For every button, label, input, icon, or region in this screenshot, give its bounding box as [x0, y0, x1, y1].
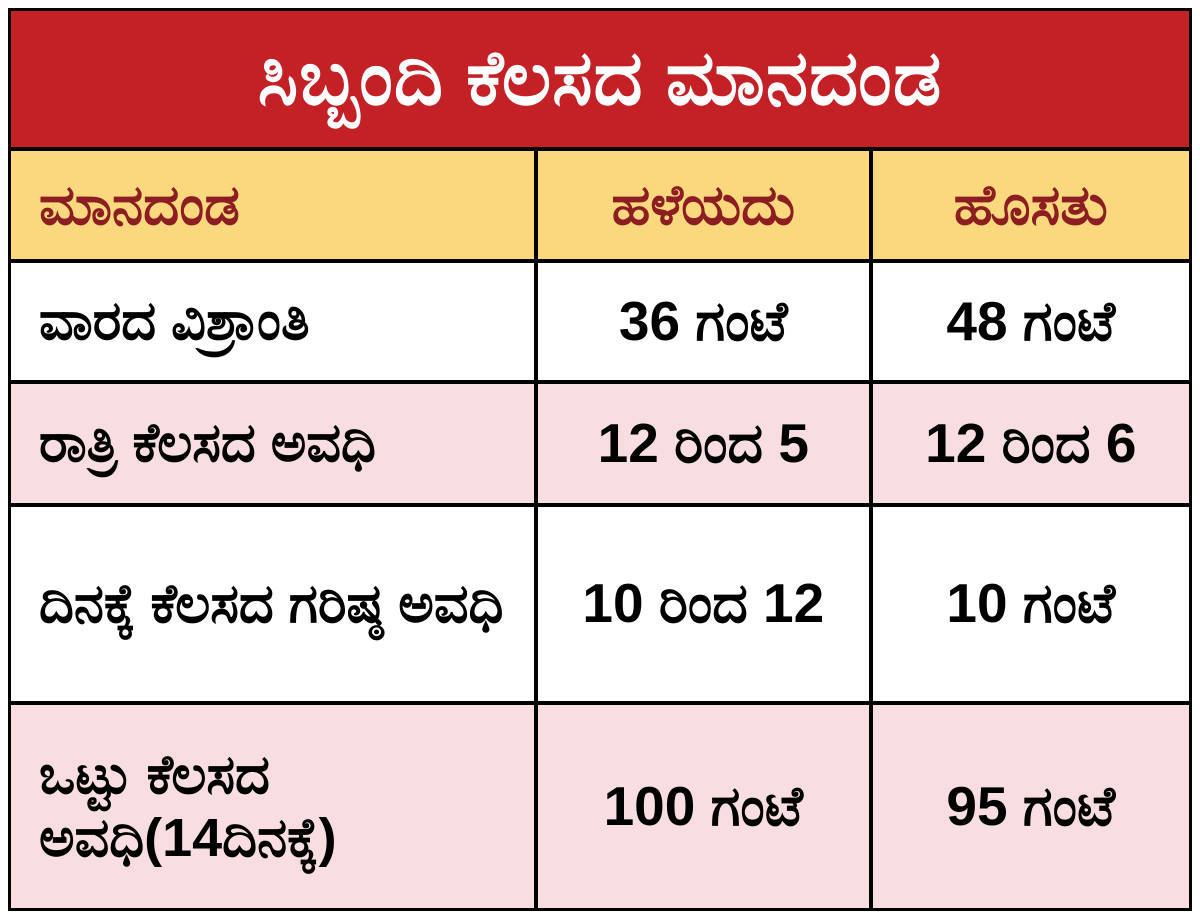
header-new: ಹೊಸತು [868, 147, 1189, 259]
row2-new-value: 12 ರಿಂದ 6 [868, 380, 1189, 503]
table-title-bar: ಸಿಬ್ಬಂದಿ ಕೆಲಸದ ಮಾನದಂಡ [11, 11, 1189, 147]
header-criterion: ಮಾನದಂಡ [11, 147, 535, 259]
row3-old-value: 10 ರಿಂದ 12 [534, 503, 869, 701]
row4-old-value: 100 ಗಂಟೆ [534, 701, 869, 908]
row3-new-value: 10 ಗಂಟೆ [868, 503, 1189, 701]
header-old: ಹಳೆಯದು [534, 147, 869, 259]
row1-old-value: 36 ಗಂಟೆ [534, 259, 869, 380]
row3-criterion: ದಿನಕ್ಕೆ ಕೆಲಸದ ಗರಿಷ್ಠ ಅವಧಿ [11, 503, 535, 701]
row4-new-value: 95 ಗಂಟೆ [868, 701, 1189, 908]
table-title: ಸಿಬ್ಬಂದಿ ಕೆಲಸದ ಮಾನದಂಡ [257, 35, 943, 121]
row2-criterion: ರಾತ್ರಿ ಕೆಲಸದ ಅವಧಿ [11, 380, 535, 503]
row1-new-value: 48 ಗಂಟೆ [868, 259, 1189, 380]
row1-criterion: ವಾರದ ವಿಶ್ರಾಂತಿ [11, 259, 535, 380]
staff-work-standards-table: ಸಿಬ್ಬಂದಿ ಕೆಲಸದ ಮಾನದಂಡ ಮಾನದಂಡ ಹಳೆಯದು ಹೊಸತ… [8, 8, 1192, 911]
table-grid: ಮಾನದಂಡ ಹಳೆಯದು ಹೊಸತು ವಾರದ ವಿಶ್ರಾಂತಿ 36 ಗಂ… [11, 147, 1189, 908]
row4-criterion: ಒಟ್ಟು ಕೆಲಸದ ಅವಧಿ(14ದಿನಕ್ಕೆ) [11, 701, 535, 908]
row2-old-value: 12 ರಿಂದ 5 [534, 380, 869, 503]
